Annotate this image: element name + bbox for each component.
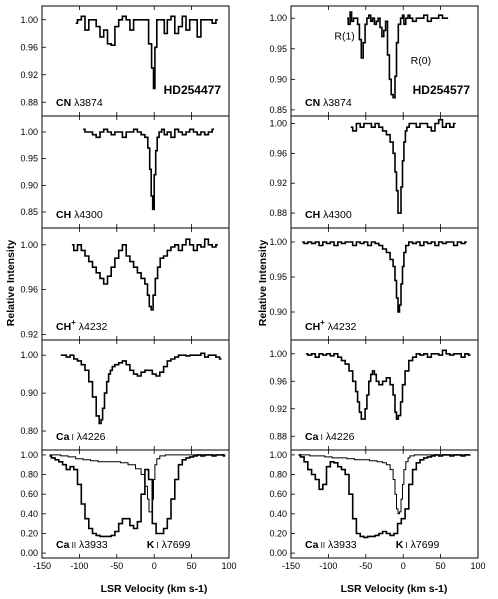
panel-frame xyxy=(41,449,230,559)
species-label: Ca II λ3933 xyxy=(56,539,108,551)
y-tick-label: 1.00 xyxy=(20,127,38,137)
y-tick-label: 0.95 xyxy=(269,272,287,282)
panel-2: 0.85 0.90 0.95 1.00 CN λ3874 HD254577 R(1) R(0) xyxy=(269,5,479,117)
series-line-k-i xyxy=(298,454,471,515)
y-tick-label: 0.85 xyxy=(20,207,38,217)
spectrum-line xyxy=(350,118,456,214)
spectrum-line xyxy=(83,128,214,211)
annotation-r0: R(0) xyxy=(411,55,431,67)
y-tick-label: 0.88 xyxy=(269,208,287,218)
y-tick-label: 1.00 xyxy=(20,240,38,250)
species-label: CH λ4300 xyxy=(305,209,352,221)
y-tick-label: 0.92 xyxy=(269,178,287,188)
y-axis-title-left: Relative Intensity xyxy=(5,240,17,327)
y-axis-title-right: Relative Intensity xyxy=(257,240,269,327)
species-label: CH λ4300 xyxy=(56,209,103,221)
x-axis-title-right: LSR Velocity (km s-1) xyxy=(341,583,448,595)
y-tick-label: 0.60 xyxy=(269,489,287,499)
y-tick-label: 0.80 xyxy=(20,426,38,436)
y-tick-label: 0.88 xyxy=(20,97,38,107)
spectrum-line xyxy=(75,15,218,90)
species2-label: K I λ7699 xyxy=(147,539,191,551)
y-tick-label: 0.80 xyxy=(269,470,287,480)
series-line-k-i xyxy=(49,454,226,513)
species-label: CH+ λ4232 xyxy=(56,318,108,333)
species-label: CH+ λ4232 xyxy=(305,318,357,333)
species-label: Ca I λ4226 xyxy=(56,431,106,443)
y-tick-label: 0.40 xyxy=(269,509,287,519)
x-tick-label: -100 xyxy=(319,561,337,571)
y-tick-label: 0.95 xyxy=(269,44,287,54)
species-label: CN λ3874 xyxy=(305,97,352,109)
panel-1: 0.88 0.92 0.96 1.00 CN λ3874 HD254477 xyxy=(20,5,230,117)
y-tick-label: 1.00 xyxy=(269,13,287,23)
y-tick-label: 1.00 xyxy=(20,450,38,460)
series-line-ca-ii xyxy=(49,454,226,538)
spectrum-line xyxy=(60,352,222,425)
y-tick-label: 1.00 xyxy=(269,237,287,247)
spectrum-line xyxy=(302,241,467,313)
y-tick-label: 0.90 xyxy=(269,74,287,84)
series-line-ca-ii xyxy=(298,454,471,539)
panel-frame xyxy=(290,449,479,559)
x-tick-label: -150 xyxy=(33,561,51,571)
x-tick-label: 100 xyxy=(470,561,485,571)
species-label: Ca II λ3933 xyxy=(305,539,357,551)
y-tick-label: 0.95 xyxy=(20,154,38,164)
y-tick-label: 0.60 xyxy=(20,489,38,499)
spectrum-line xyxy=(347,11,449,99)
x-tick-label: 50 xyxy=(187,561,197,571)
y-tick-label: 0.90 xyxy=(269,307,287,317)
star-name: HD254477 xyxy=(164,83,222,97)
annotation-r1: R(1) xyxy=(334,31,354,43)
y-tick-label: 0.90 xyxy=(20,180,38,190)
spectrum-line xyxy=(306,349,471,420)
x-axis-title-left: LSR Velocity (km s-1) xyxy=(101,583,208,595)
x-tick-label: -50 xyxy=(110,561,123,571)
y-tick-label: 0.20 xyxy=(269,528,287,538)
panel-6: 0.90 0.95 1.00 CH+ λ4232 xyxy=(269,227,479,341)
panel-5: 0.92 0.96 1.00 CH+ λ4232 xyxy=(20,227,230,341)
y-tick-label: 0.92 xyxy=(20,329,38,339)
y-tick-label: 0.92 xyxy=(20,70,38,80)
panel-10: 0.00 0.20 0.40 0.60 0.80 1.00 -150 -100 -50 0 50 10… xyxy=(269,449,486,571)
y-tick-label: 1.00 xyxy=(269,349,287,359)
panel-4: 0.88 0.92 0.96 1.00 CH λ4300 xyxy=(269,115,479,229)
y-tick-label: 1.00 xyxy=(269,118,287,128)
y-tick-label: 1.00 xyxy=(20,350,38,360)
x-tick-label: 0 xyxy=(152,561,157,571)
y-tick-label: 0.85 xyxy=(269,105,287,115)
x-tick-label: 50 xyxy=(436,561,446,571)
y-tick-label: 1.00 xyxy=(269,450,287,460)
y-tick-label: 0.88 xyxy=(269,431,287,441)
panel-9: 0.00 0.20 0.40 0.60 0.80 1.00 -150 -100 -50 0 50 10… xyxy=(20,449,237,571)
y-tick-label: 0.00 xyxy=(20,548,38,558)
y-tick-label: 0.92 xyxy=(269,404,287,414)
y-tick-label: 0.96 xyxy=(20,42,38,52)
x-tick-label: 0 xyxy=(401,561,406,571)
star-name: HD254577 xyxy=(413,83,471,97)
x-tick-label: -100 xyxy=(70,561,88,571)
x-tick-label: -150 xyxy=(282,561,300,571)
species-label: Ca I λ4226 xyxy=(305,431,355,443)
y-tick-label: 0.80 xyxy=(20,470,38,480)
y-tick-label: 0.00 xyxy=(269,548,287,558)
y-tick-label: 1.00 xyxy=(20,15,38,25)
panel-8: 0.88 0.92 0.96 1.00 Ca I λ4226 xyxy=(269,339,479,451)
y-tick-label: 0.40 xyxy=(20,509,38,519)
spectrum-line xyxy=(71,238,218,311)
species2-label: K I λ7699 xyxy=(396,539,440,551)
y-tick-label: 0.96 xyxy=(269,148,287,158)
y-tick-label: 0.96 xyxy=(20,285,38,295)
panel-7: 0.80 0.90 1.00 Ca I λ4226 xyxy=(20,339,230,451)
x-tick-label: 100 xyxy=(221,561,236,571)
panel-3: 0.85 0.90 0.95 1.00 CH λ4300 xyxy=(20,115,230,229)
species-label: CN λ3874 xyxy=(56,97,103,109)
y-tick-label: 0.20 xyxy=(20,528,38,538)
y-tick-label: 0.96 xyxy=(269,376,287,386)
y-tick-label: 0.90 xyxy=(20,388,38,398)
x-tick-label: -50 xyxy=(359,561,372,571)
